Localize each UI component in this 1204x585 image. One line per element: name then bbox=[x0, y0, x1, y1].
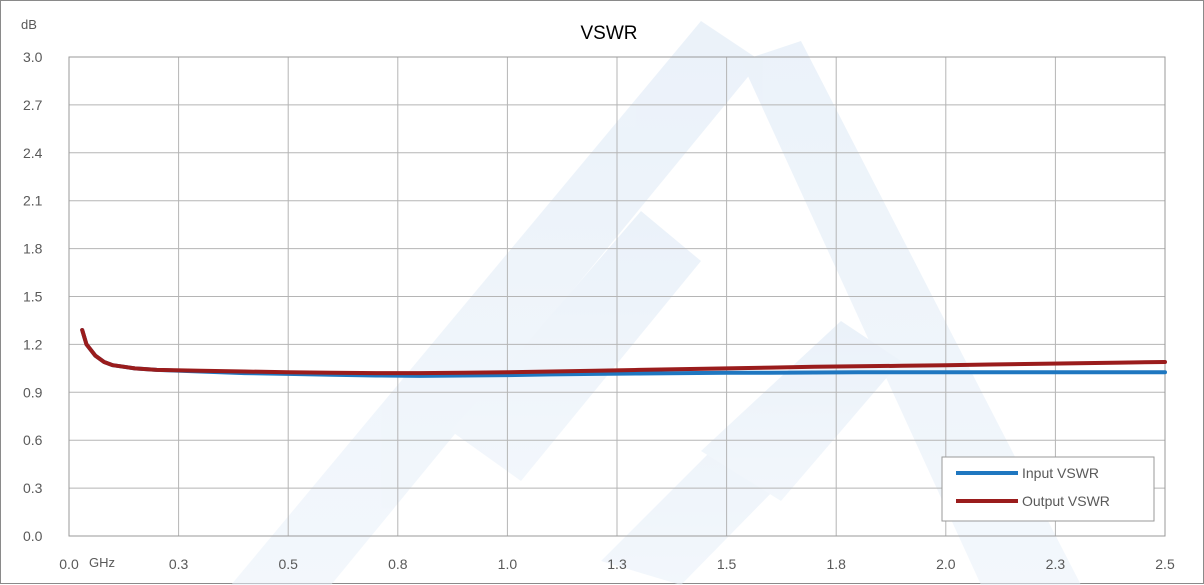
y-tick-label: 0.6 bbox=[23, 432, 43, 448]
y-tick-label: 0.0 bbox=[23, 528, 43, 544]
y-tick-label: 2.4 bbox=[23, 145, 43, 161]
series-layer bbox=[80, 328, 1167, 378]
y-tick-label: 2.1 bbox=[23, 193, 43, 209]
legend: Input VSWR Output VSWR bbox=[941, 456, 1155, 522]
x-tick-label: 2.0 bbox=[936, 556, 956, 572]
y-tick-label: 3.0 bbox=[23, 49, 43, 65]
x-tick-label: 0.3 bbox=[169, 556, 189, 572]
x-tick-label: 1.3 bbox=[607, 556, 627, 572]
plot-grid bbox=[68, 56, 1166, 537]
y-tick-label: 1.2 bbox=[23, 336, 43, 352]
y-tick-label: 2.7 bbox=[23, 97, 43, 113]
y-tick-label: 0.3 bbox=[23, 480, 43, 496]
axis-tick-labels: 0.0 0.3 0.6 0.9 1.2 1.5 1.8 2.1 2.4 2.7 3.0 0.0 0.3 0… bbox=[23, 49, 1175, 572]
legend-box bbox=[941, 456, 1155, 522]
x-axis-unit-label: GHz bbox=[89, 555, 115, 570]
legend-label: Input VSWR bbox=[1022, 465, 1099, 481]
y-tick-label: 1.5 bbox=[23, 289, 43, 305]
x-tick-label: 1.5 bbox=[717, 556, 737, 572]
legend-label: Output VSWR bbox=[1022, 493, 1110, 509]
x-tick-label: 0.0 bbox=[59, 556, 79, 572]
x-tick-label: 2.3 bbox=[1046, 556, 1066, 572]
y-tick-label: 0.9 bbox=[23, 384, 43, 400]
y-tick-label: 1.8 bbox=[23, 241, 43, 257]
plot-area-border bbox=[68, 56, 1166, 537]
chart-title: VSWR bbox=[581, 23, 638, 44]
x-tick-label: 0.5 bbox=[278, 556, 298, 572]
series-line-output-vswr bbox=[80, 328, 1167, 376]
x-tick-label: 1.0 bbox=[498, 556, 518, 572]
x-tick-label: 0.8 bbox=[388, 556, 408, 572]
x-tick-label: 1.8 bbox=[826, 556, 846, 572]
x-tick-label: 2.5 bbox=[1155, 556, 1175, 572]
y-axis-unit-label: dB bbox=[21, 17, 37, 32]
